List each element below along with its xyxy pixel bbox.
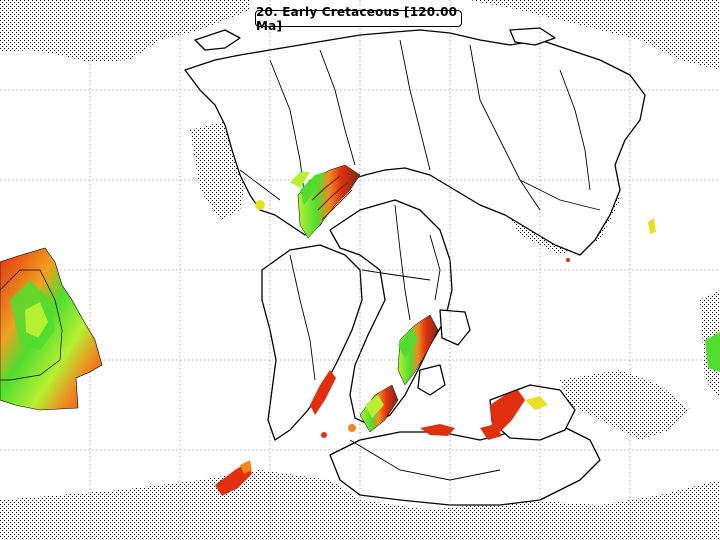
arctic-islands xyxy=(194,29,241,51)
africa xyxy=(329,199,453,426)
east-edge-anomaly xyxy=(705,332,720,372)
colored-anomalies xyxy=(0,164,720,496)
map-title: 20. Early Cretaceous [120.00 Ma] xyxy=(255,5,462,33)
crustal-boundaries xyxy=(239,39,601,481)
south-atlantic-anomaly xyxy=(397,314,439,386)
australia-rim-anomaly xyxy=(490,390,525,432)
india xyxy=(439,309,471,346)
madagascar xyxy=(417,364,446,396)
